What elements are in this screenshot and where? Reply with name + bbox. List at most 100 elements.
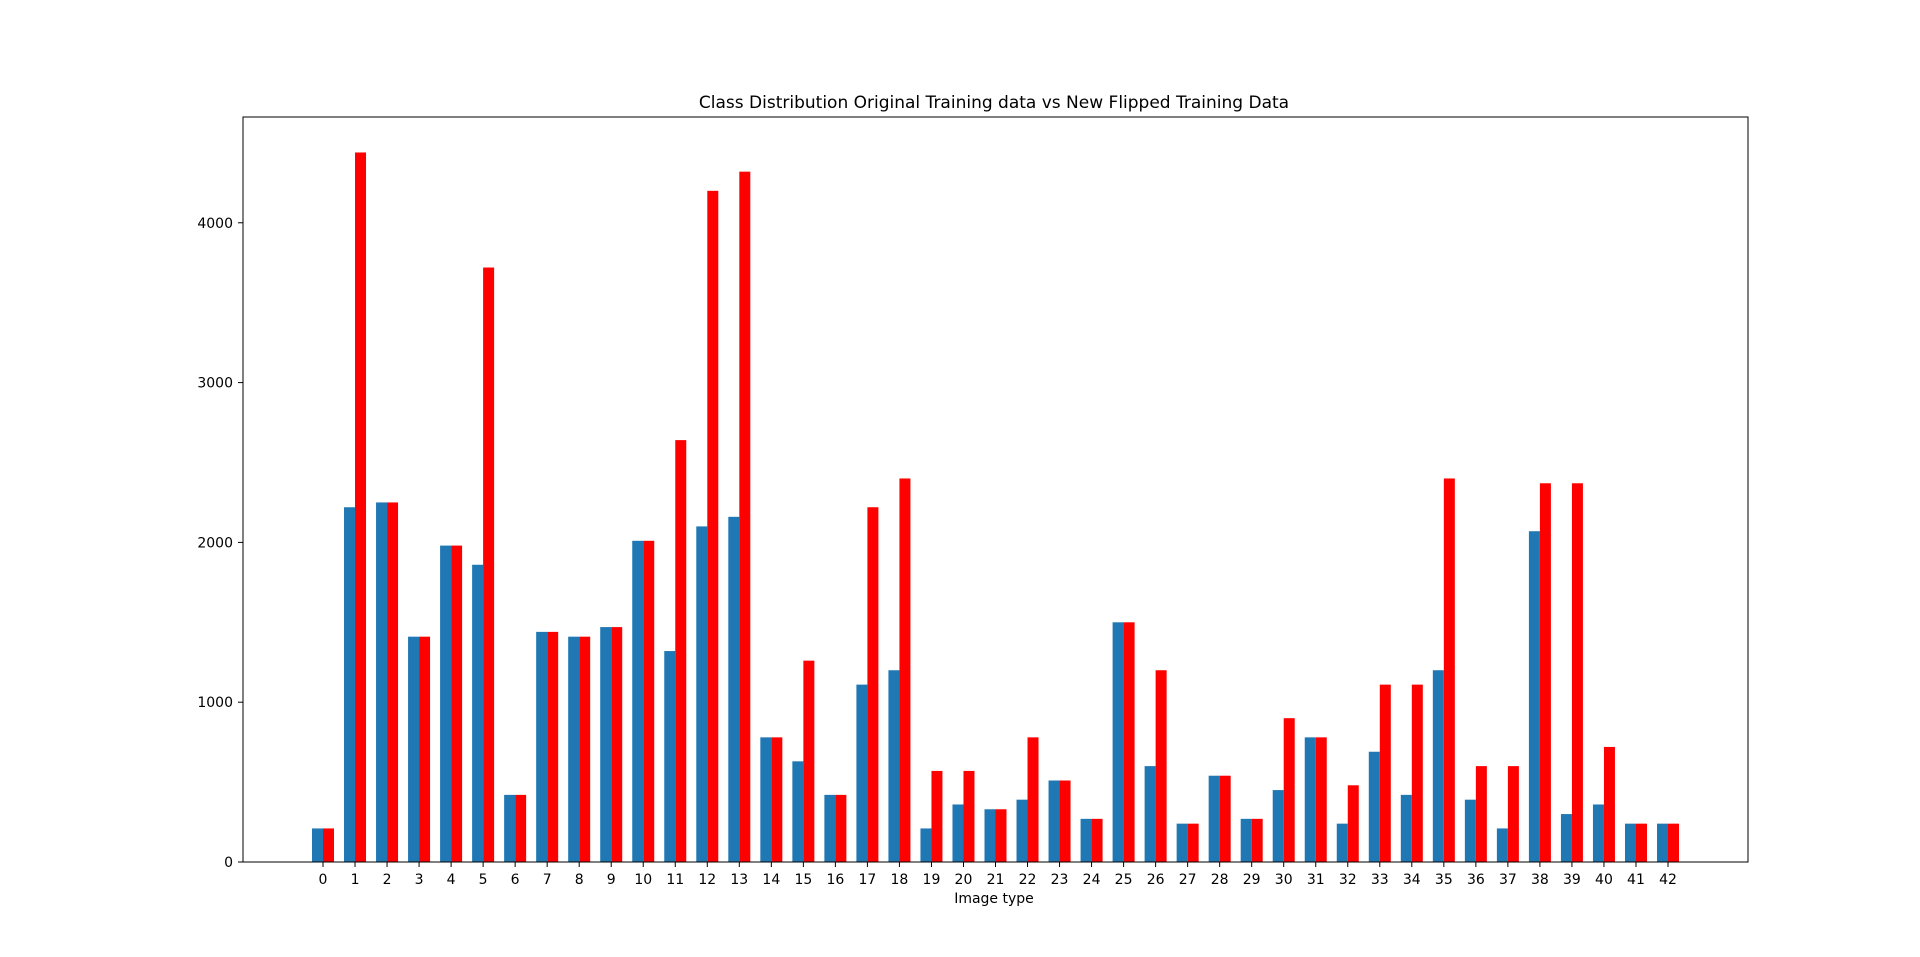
bars-group xyxy=(312,152,1679,863)
bar-series2-category-0 xyxy=(323,828,334,862)
bar-series1-category-24 xyxy=(1080,818,1092,862)
x-tick-label: 33 xyxy=(1371,872,1389,888)
bar-series2-category-24 xyxy=(1091,818,1103,862)
bar-series1-category-1 xyxy=(344,507,356,862)
bar-series1-category-12 xyxy=(696,526,708,862)
bar-series1-category-6 xyxy=(504,794,516,862)
bar-series1-category-7 xyxy=(536,631,548,862)
x-axis: 0 1 2 3 4 5 6 7 8 9 10 11 12 13 14 15 16 17 18 19 20 21 22 23 24… xyxy=(319,862,1677,888)
x-tick-label: 41 xyxy=(1627,872,1645,888)
bar-series2-category-41 xyxy=(1635,823,1647,862)
bar-series2-category-37 xyxy=(1507,766,1519,862)
bar-series2-category-23 xyxy=(1059,780,1071,862)
bar-series2-category-11 xyxy=(675,440,687,862)
bar-series2-category-20 xyxy=(963,770,975,862)
bar-series1-category-21 xyxy=(984,809,996,862)
bar-series2-category-18 xyxy=(899,478,911,862)
bar-series2-category-21 xyxy=(995,809,1007,862)
x-tick-label: 7 xyxy=(543,872,552,888)
bar-series1-category-25 xyxy=(1112,622,1124,862)
bar-series1-category-15 xyxy=(792,761,804,862)
bar-series1-category-0 xyxy=(312,828,323,862)
x-tick-label: 9 xyxy=(607,872,616,888)
bar-series2-category-4 xyxy=(451,545,463,862)
x-tick-label: 18 xyxy=(891,872,909,888)
bar-series1-category-37 xyxy=(1496,828,1508,862)
bar-series1-category-41 xyxy=(1624,823,1636,862)
x-tick-label: 15 xyxy=(794,872,812,888)
x-tick-label: 31 xyxy=(1307,872,1325,888)
bar-series1-category-17 xyxy=(856,684,868,862)
y-tick-label: 3000 xyxy=(197,376,233,392)
bar-series1-category-42 xyxy=(1657,823,1668,862)
bar-series2-category-28 xyxy=(1219,775,1231,862)
x-tick-label: 8 xyxy=(575,872,584,888)
x-tick-label: 1 xyxy=(351,872,360,888)
bar-series2-category-32 xyxy=(1347,785,1359,862)
bar-series1-category-5 xyxy=(472,564,484,862)
bar-series1-category-2 xyxy=(376,502,388,862)
y-tick-label: 4000 xyxy=(197,216,233,232)
x-tick-label: 5 xyxy=(479,872,488,888)
bar-series1-category-14 xyxy=(760,737,772,862)
y-axis: 0 1000 2000 3000 4000 xyxy=(197,216,243,871)
bar-series2-category-12 xyxy=(707,190,719,862)
bar-series1-category-9 xyxy=(600,627,612,862)
x-tick-label: 22 xyxy=(1019,872,1037,888)
bar-series2-category-2 xyxy=(387,502,399,862)
bar-series2-category-15 xyxy=(803,660,815,862)
bar-series2-category-30 xyxy=(1283,718,1295,862)
x-tick-label: 39 xyxy=(1563,872,1581,888)
bar-series2-category-33 xyxy=(1379,684,1391,862)
x-tick-label: 42 xyxy=(1659,872,1677,888)
bar-series2-category-5 xyxy=(483,267,495,862)
x-tick-label: 40 xyxy=(1595,872,1613,888)
bar-series2-category-40 xyxy=(1603,746,1615,862)
bar-series2-category-27 xyxy=(1187,823,1199,862)
x-tick-label: 29 xyxy=(1243,872,1261,888)
bar-series1-category-8 xyxy=(568,636,580,862)
x-tick-label: 38 xyxy=(1531,872,1549,888)
bar-series2-category-34 xyxy=(1411,684,1423,862)
bar-series2-category-6 xyxy=(515,794,527,862)
bar-series1-category-28 xyxy=(1208,775,1220,862)
bar-series2-category-17 xyxy=(867,507,879,862)
x-tick-label: 28 xyxy=(1211,872,1229,888)
x-tick-label: 12 xyxy=(698,872,716,888)
x-tick-label: 37 xyxy=(1499,872,1517,888)
bar-series1-category-16 xyxy=(824,794,836,862)
bar-series2-category-9 xyxy=(611,627,623,862)
x-tick-label: 35 xyxy=(1435,872,1453,888)
bar-series2-category-42 xyxy=(1668,823,1679,862)
bar-series1-category-19 xyxy=(920,828,932,862)
bar-series1-category-36 xyxy=(1464,799,1476,862)
x-tick-label: 20 xyxy=(955,872,973,888)
bar-series2-category-16 xyxy=(835,794,847,862)
bar-series1-category-27 xyxy=(1176,823,1188,862)
x-tick-label: 11 xyxy=(666,872,684,888)
bar-series2-category-22 xyxy=(1027,737,1039,862)
bar-series1-category-35 xyxy=(1432,670,1444,862)
bar-series1-category-38 xyxy=(1528,531,1540,862)
x-tick-label: 16 xyxy=(826,872,844,888)
bar-series2-category-19 xyxy=(931,770,943,862)
bar-series2-category-36 xyxy=(1475,766,1487,862)
bar-series2-category-38 xyxy=(1539,483,1551,862)
bar-series1-category-4 xyxy=(440,545,452,862)
x-tick-label: 36 xyxy=(1467,872,1485,888)
bar-series2-category-35 xyxy=(1443,478,1455,862)
bar-series2-category-39 xyxy=(1571,483,1583,862)
bar-series2-category-14 xyxy=(771,737,783,862)
bar-series2-category-31 xyxy=(1315,737,1327,862)
x-tick-label: 10 xyxy=(634,872,652,888)
bar-series1-category-40 xyxy=(1592,804,1604,862)
bar-series1-category-22 xyxy=(1016,799,1028,862)
bar-series2-category-13 xyxy=(739,171,751,862)
bar-series1-category-29 xyxy=(1240,818,1252,862)
x-tick-label: 26 xyxy=(1147,872,1165,888)
y-tick-label: 0 xyxy=(224,855,233,871)
x-tick-label: 19 xyxy=(923,872,941,888)
y-tick-label: 1000 xyxy=(197,695,233,711)
